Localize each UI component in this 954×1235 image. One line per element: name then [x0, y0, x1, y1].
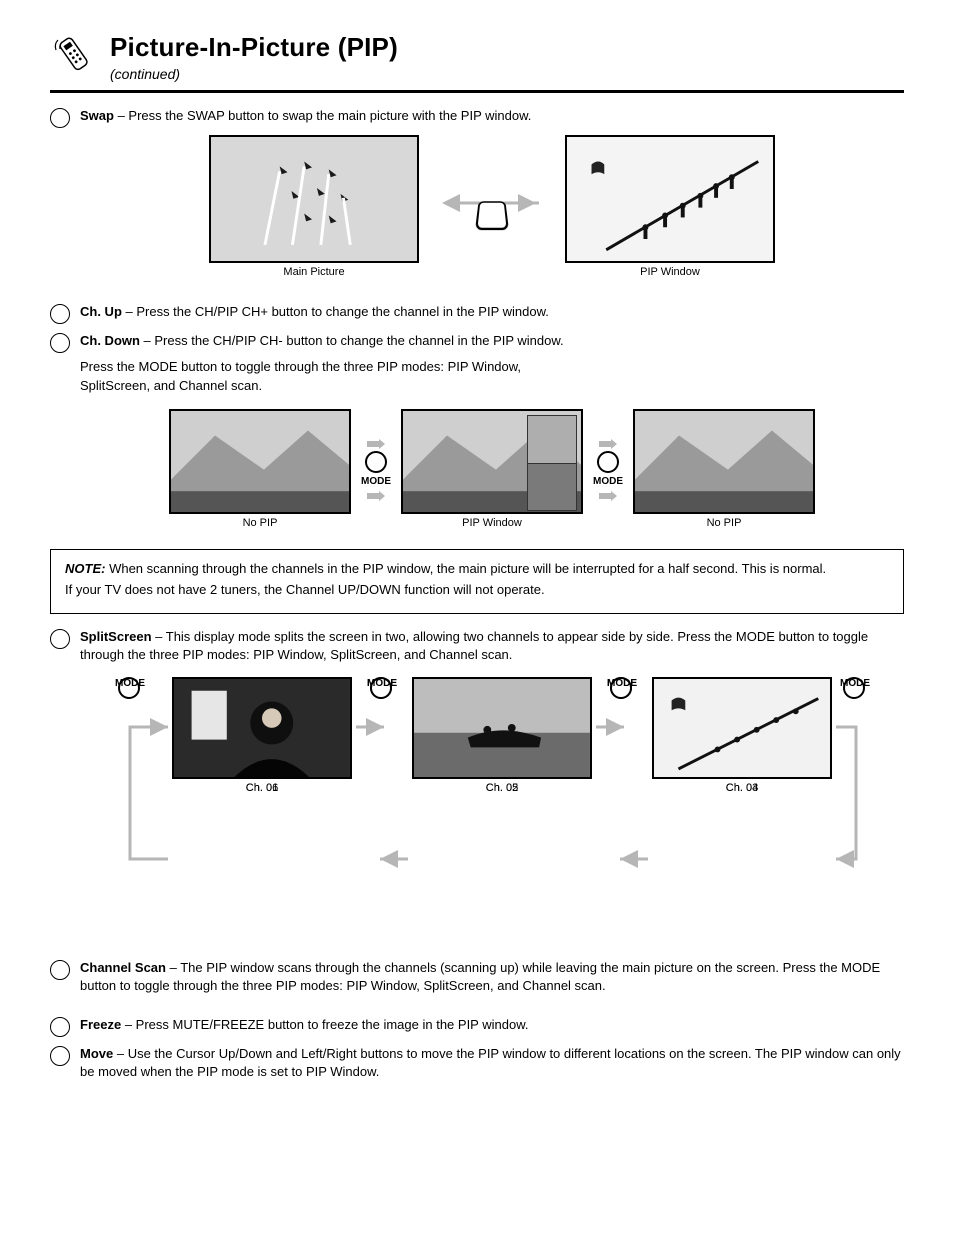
- move-label: Move: [80, 1046, 113, 1061]
- swap-figure: Main Picture: [80, 135, 904, 280]
- bullet-icon: [50, 1017, 70, 1037]
- splitscreen-carousel: Ch. 01 Ch. 02 Ch. 03 Ch. 04 Ch. 05: [112, 677, 872, 937]
- swap-button-icon: [475, 201, 509, 230]
- bullet-icon: [50, 304, 70, 324]
- section-chup: Ch. Up – Press the CH/PIP CH+ button to …: [50, 303, 904, 324]
- note-box: NOTE: When scanning through the channels…: [50, 549, 904, 614]
- arrow-right-icon: [367, 491, 385, 501]
- page-header: Picture-In-Picture (PIP) (continued): [50, 30, 904, 93]
- section-body: Swap – Press the SWAP button to swap the…: [80, 107, 904, 295]
- arrow-right-icon: [367, 439, 385, 449]
- note-label: NOTE:: [65, 561, 105, 576]
- chdn-text: – Press the CH/PIP CH- button to change …: [140, 333, 564, 348]
- bullet-icon: [50, 960, 70, 980]
- page-subtitle: (continued): [110, 65, 398, 84]
- mode-figure: No PIP MODE: [80, 409, 904, 531]
- swap-fig-left-label: Main Picture: [209, 265, 419, 280]
- mode-button-icon: [365, 451, 387, 473]
- swap-fig-left: Main Picture: [209, 135, 419, 280]
- mode-caption: MODE: [361, 475, 391, 489]
- mode-button-icon: [597, 451, 619, 473]
- mode-label: MODE: [835, 677, 875, 691]
- mode-label: MODE: [362, 677, 402, 691]
- swap-text: – Press the SWAP button to swap the main…: [114, 108, 531, 123]
- fig2-cap3: No PIP: [707, 516, 742, 531]
- carousel-arrows-icon: [112, 677, 872, 937]
- section-freeze: Freeze – Press MUTE/FREEZE button to fre…: [50, 1016, 904, 1037]
- chup-label: Ch. Up: [80, 304, 122, 319]
- split-text: – This display mode splits the screen in…: [80, 629, 868, 662]
- thumb-jets: [209, 135, 419, 263]
- arrow-right-icon: [599, 491, 617, 501]
- bullet-icon: [50, 333, 70, 353]
- bullet-icon: [50, 108, 70, 128]
- thumb-skiers: [565, 135, 775, 263]
- chscan-text: – The PIP window scans through the chann…: [80, 960, 880, 993]
- thumb-pip-window: [401, 409, 583, 514]
- mode-label: MODE: [110, 677, 150, 691]
- swap-label: Swap: [80, 108, 114, 123]
- section-move: Move – Use the Cursor Up/Down and Left/R…: [50, 1045, 904, 1082]
- fig2-cap1: No PIP: [243, 516, 278, 531]
- swap-arrows: [437, 185, 547, 229]
- mode-label: MODE: [602, 677, 642, 691]
- note-text-1: When scanning through the channels in th…: [105, 561, 826, 576]
- swap-fig-right: PIP Window: [565, 135, 775, 280]
- move-text: – Use the Cursor Up/Down and Left/Right …: [80, 1046, 901, 1079]
- section-channelscan: Channel Scan – The PIP window scans thro…: [50, 959, 904, 996]
- chscan-label: Channel Scan: [80, 960, 166, 975]
- section-splitscreen: SplitScreen – This display mode splits t…: [50, 628, 904, 951]
- swap-fig-right-label: PIP Window: [565, 265, 775, 280]
- section-chdn: Ch. Down – Press the CH/PIP CH- button t…: [50, 332, 904, 538]
- bullet-icon: [50, 629, 70, 649]
- fig2-cap2: PIP Window: [462, 516, 522, 531]
- mode-line-1: Press the MODE button to toggle through …: [80, 358, 904, 376]
- thumb-nopip-1: [169, 409, 351, 514]
- chdn-label: Ch. Down: [80, 333, 140, 348]
- split-label: SplitScreen: [80, 629, 152, 644]
- bullet-icon: [50, 1046, 70, 1066]
- chup-text: – Press the CH/PIP CH+ button to change …: [122, 304, 549, 319]
- mode-caption: MODE: [593, 475, 623, 489]
- freeze-label: Freeze: [80, 1017, 121, 1032]
- mode-line-2: SplitScreen, and Channel scan.: [80, 377, 904, 395]
- freeze-text: – Press MUTE/FREEZE button to freeze the…: [121, 1017, 528, 1032]
- note-text-2: If your TV does not have 2 tuners, the C…: [65, 581, 889, 599]
- page-title: Picture-In-Picture (PIP): [110, 30, 398, 65]
- remote-control-icon: [50, 30, 96, 81]
- section-swap: Swap – Press the SWAP button to swap the…: [50, 107, 904, 295]
- page-title-block: Picture-In-Picture (PIP) (continued): [110, 30, 398, 84]
- thumb-nopip-2: [633, 409, 815, 514]
- arrow-right-icon: [599, 439, 617, 449]
